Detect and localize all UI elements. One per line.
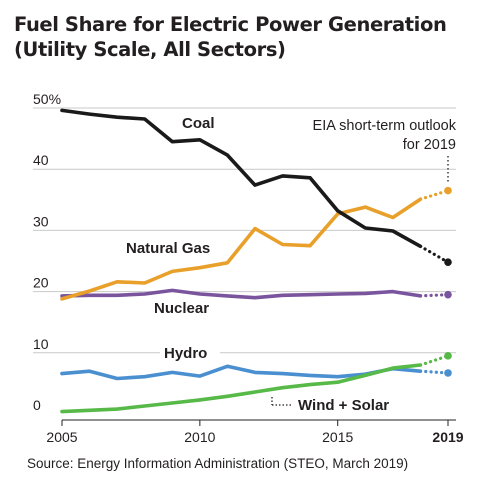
source-note: Source: Energy Information Administratio… <box>27 456 409 471</box>
forecast-point-natural_gas <box>444 186 452 195</box>
y-tick-label: 40 <box>33 152 49 168</box>
y-tick-label: 0 <box>33 397 41 413</box>
forecast-line-nuclear <box>418 293 450 298</box>
label-wind-solar: Wind + Solar <box>298 397 389 414</box>
series-line-wind_solar <box>60 363 423 414</box>
chart-title-line-2: (Utility Scale, All Sectors) <box>14 38 286 61</box>
series-lines <box>60 108 452 414</box>
forecast-point-wind_solar <box>444 352 452 360</box>
x-tick-label: 2010 <box>184 429 215 445</box>
label-coal: Coal <box>182 115 215 132</box>
y-tick-label: 30 <box>33 213 49 229</box>
x-tick-label: 2019 <box>432 429 463 445</box>
x-tick-label: 2015 <box>322 429 353 445</box>
y-tick-label: 50% <box>33 91 61 107</box>
label-nuclear: Nuclear <box>154 300 209 317</box>
label-hydro-bg <box>160 344 220 362</box>
y-tick-label: 20 <box>33 275 49 291</box>
series-line-natural_gas <box>60 197 423 301</box>
chart-title: Fuel Share for Electric Power Generation… <box>14 12 474 62</box>
series-line-nuclear <box>60 288 423 300</box>
series-labels: Coal Natural Gas Nuclear Hydro Wind + Solar E… <box>126 115 457 414</box>
y-axis-tick-labels: 0 10 20 30 40 50% <box>33 91 61 413</box>
x-tick-label: 2005 <box>46 429 77 445</box>
forecast-line-hydro <box>418 369 450 375</box>
forecast-line-coal <box>418 244 450 264</box>
label-natural-gas: Natural Gas <box>126 240 210 257</box>
forecast-point-nuclear <box>444 290 452 299</box>
y-tick-label: 10 <box>33 336 49 352</box>
forecast-point-hydro <box>444 369 452 377</box>
series-line-coal <box>60 108 423 249</box>
forecast-point-coal <box>444 258 452 267</box>
label-hydro: Hydro <box>164 345 207 362</box>
x-axis: 2005 2010 2015 2019 <box>46 419 464 445</box>
annotation-line-2: for 2019 <box>403 137 456 153</box>
forecast-line-natural_gas <box>418 189 450 201</box>
annotation-line-1: EIA short-term outlook <box>313 118 457 134</box>
forecast-line-wind_solar <box>418 354 450 367</box>
chart-title-line-1: Fuel Share for Electric Power Generation <box>14 13 447 36</box>
series-line-hydro <box>60 364 423 381</box>
